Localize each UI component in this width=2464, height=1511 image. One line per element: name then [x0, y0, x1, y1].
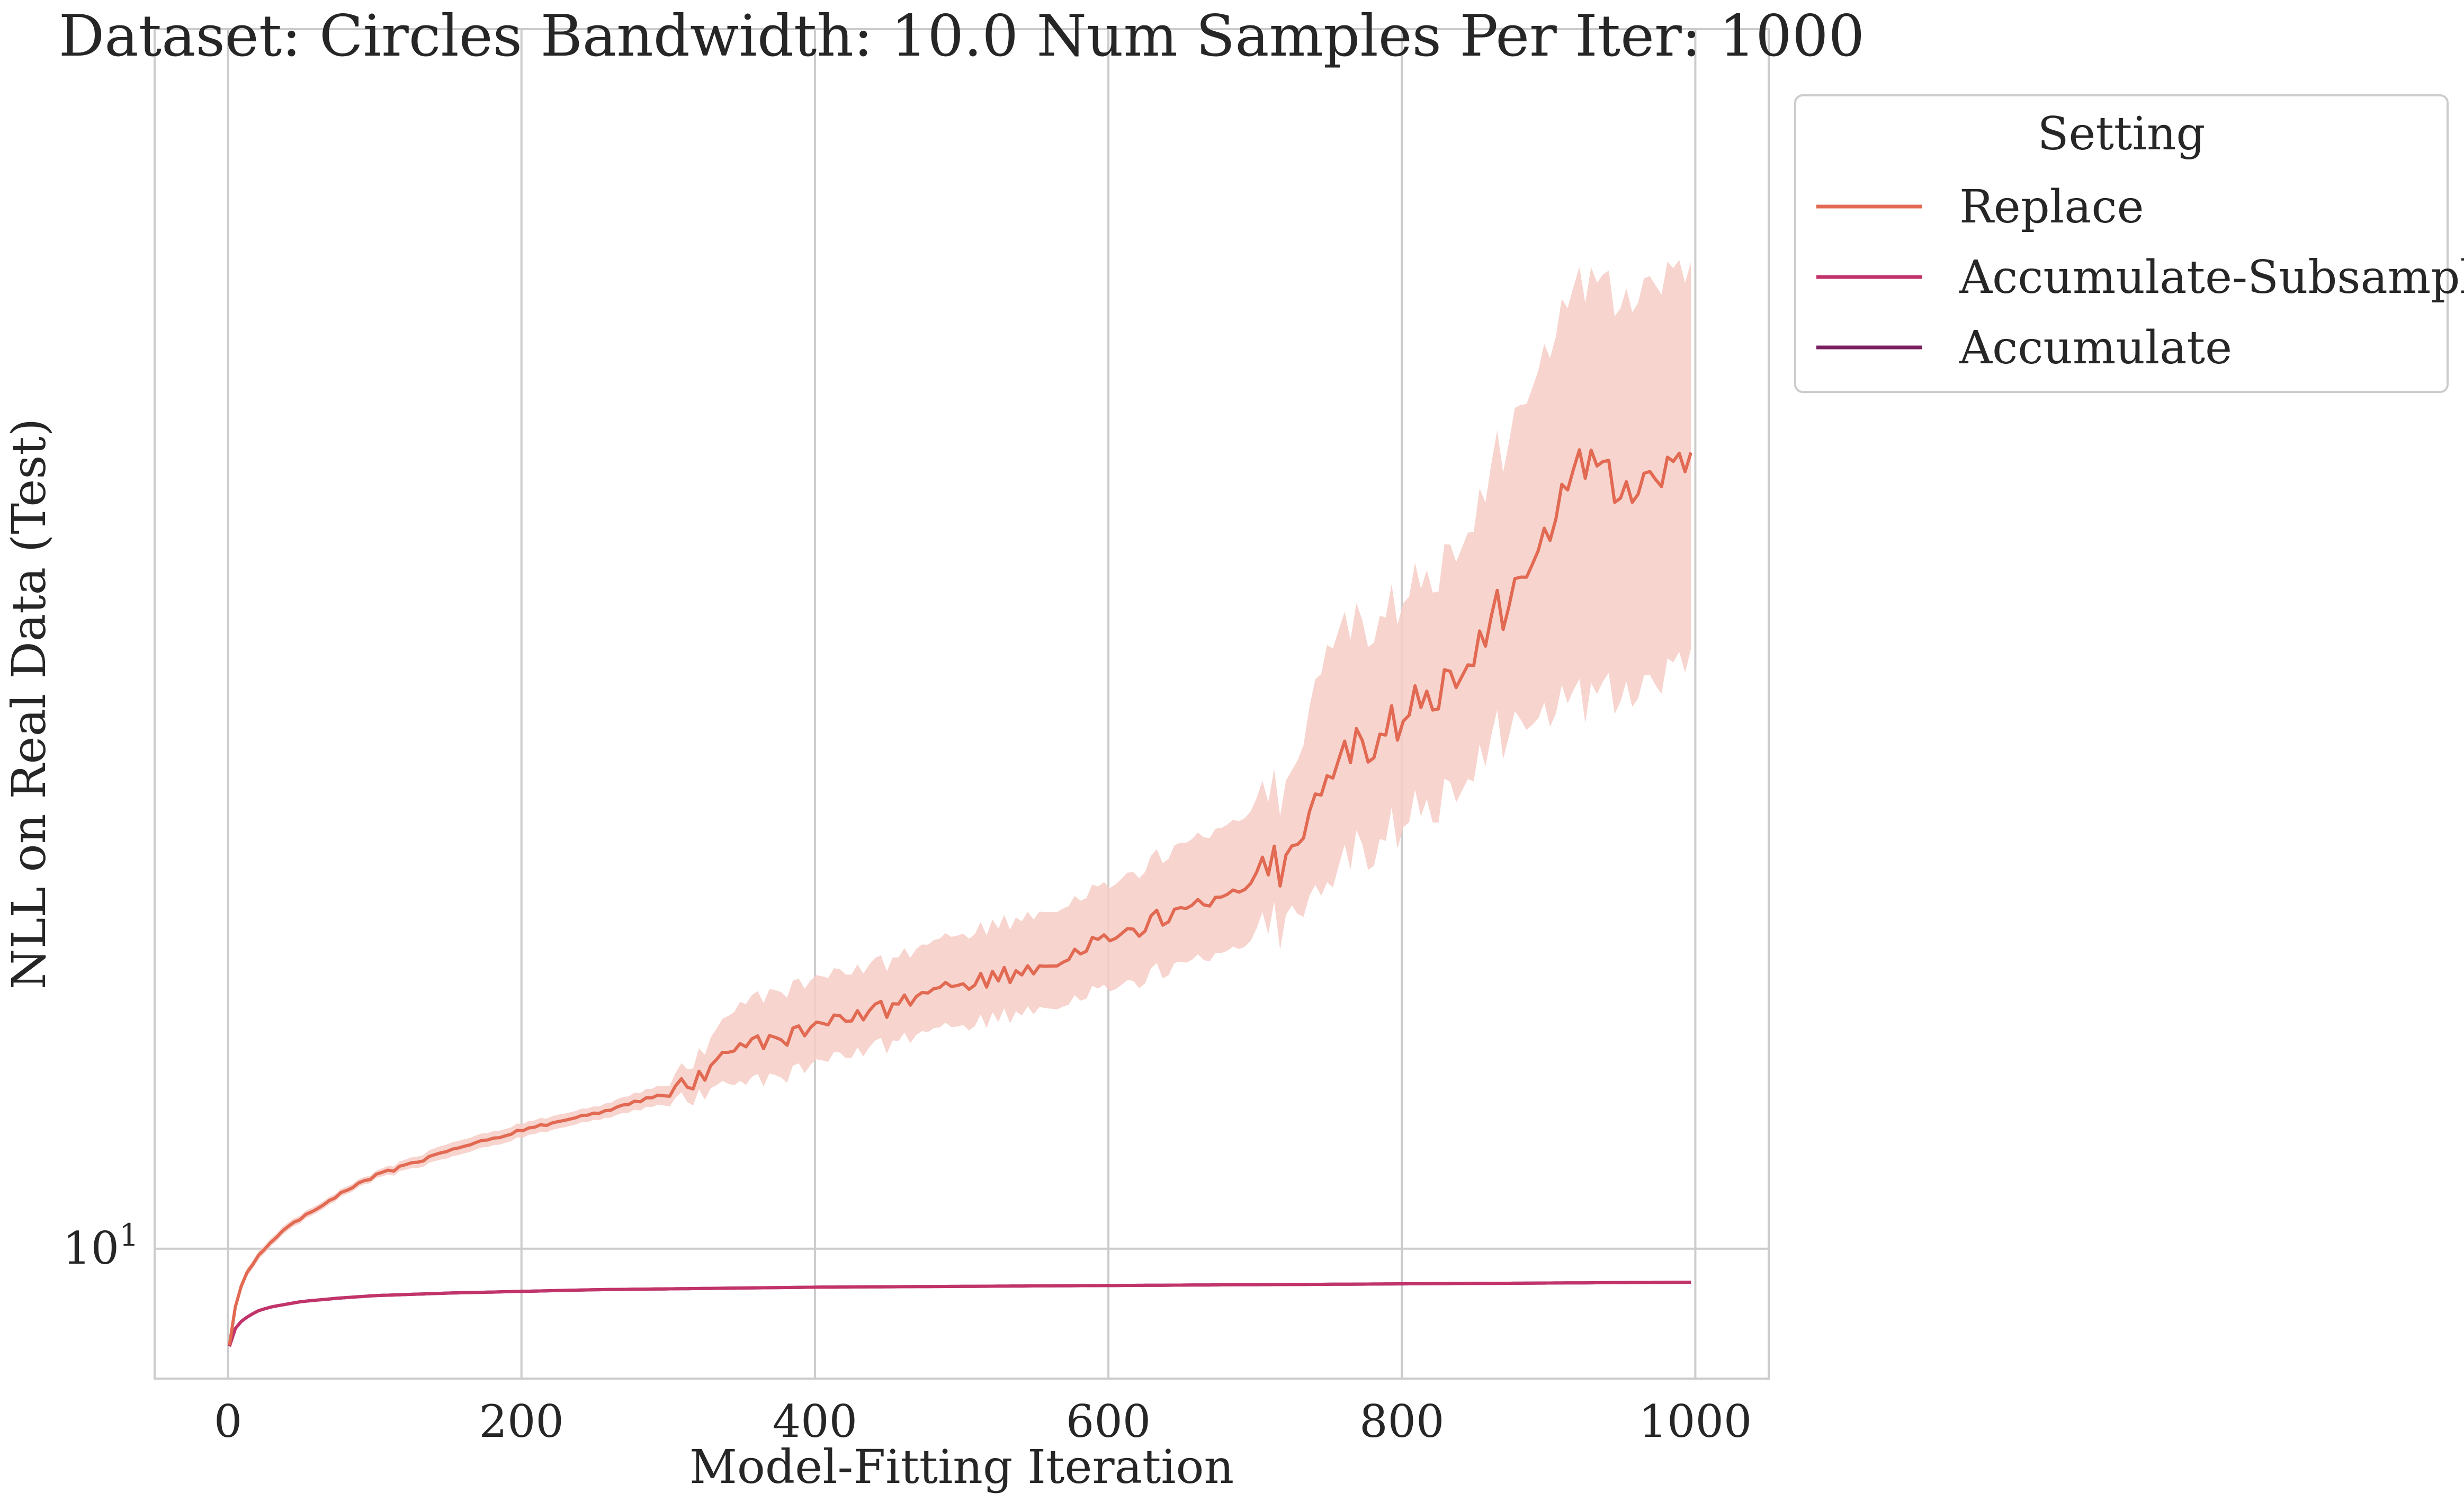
x-tick-label: 800: [1359, 1396, 1444, 1447]
legend-entries: Replace Accumulate-Subsample Accumulate: [1816, 181, 2464, 374]
confidence-bands: [229, 260, 1691, 1345]
legend-label: Replace: [1959, 181, 2144, 234]
legend: Setting Replace Accumulate-Subsample Accum…: [1794, 94, 2464, 393]
legend-title: Setting: [2038, 108, 2206, 160]
legend-label: Accumulate-Subsample: [1959, 251, 2464, 304]
series-line-accumulate-subsample: [228, 1281, 1691, 1347]
series-line-replace: [228, 448, 1692, 1346]
x-tick-label: 0: [214, 1396, 242, 1447]
y-tick-label: 101: [62, 1217, 139, 1274]
legend-box: [1794, 94, 2449, 393]
band-replace: [229, 260, 1691, 1345]
x-tick-label: 600: [1066, 1396, 1151, 1447]
series-lines: [228, 448, 1692, 1347]
grid: [155, 29, 1769, 1379]
y-axis-label: NLL on Real Data (Test): [2, 418, 56, 989]
plot-frame: [154, 28, 1770, 1380]
x-tick-label: 200: [479, 1396, 564, 1447]
x-tick-label: 1000: [1639, 1396, 1752, 1447]
x-axis-label: Model-Fitting Iteration: [689, 1440, 1234, 1494]
x-tick-label: 400: [773, 1396, 857, 1447]
x-ticks: 0 200 400 600 800 1000: [214, 1396, 1752, 1447]
chart-title: Dataset: Circles Bandwidth: 10.0 Num Sam…: [59, 3, 1865, 69]
legend-label: Accumulate: [1959, 321, 2232, 374]
y-ticks: 101: [62, 1217, 139, 1274]
